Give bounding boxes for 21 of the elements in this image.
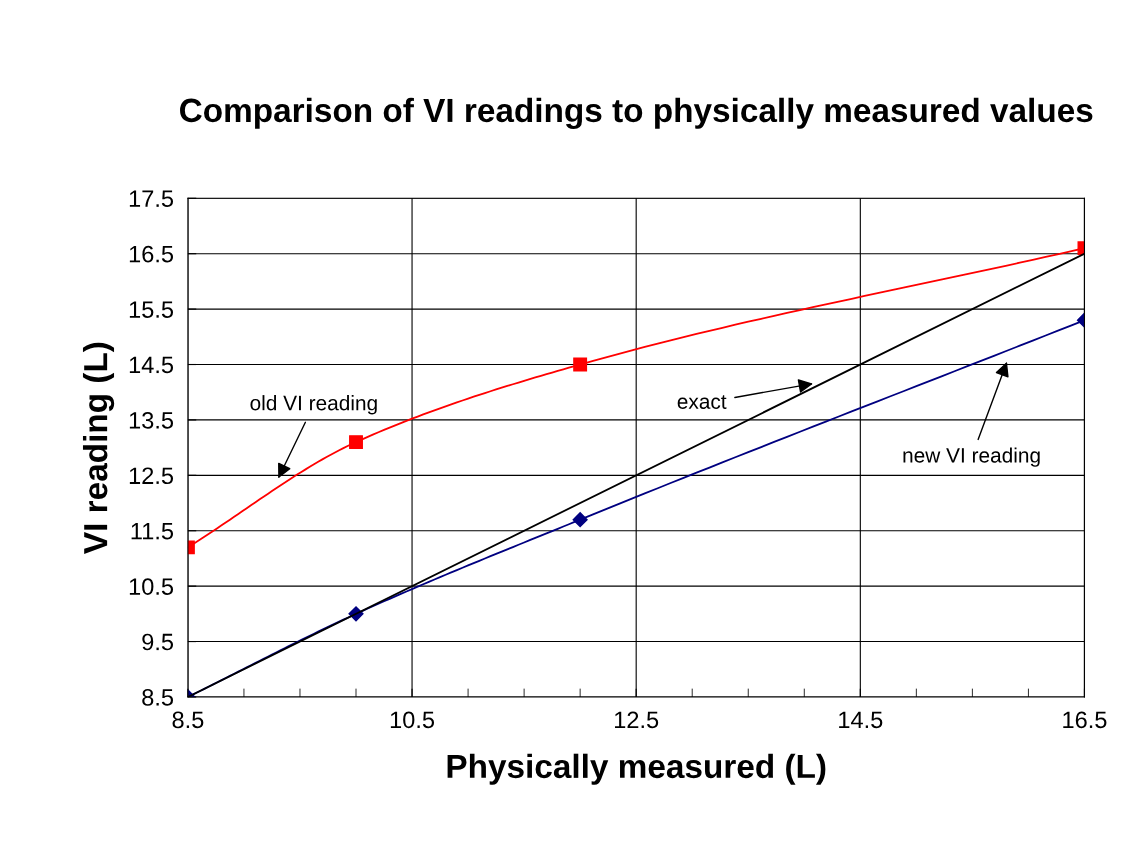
y-tick-label: 8.5 <box>142 689 174 706</box>
x-tick-label: 12.5 <box>615 711 659 729</box>
y-tick-label: 16.5 <box>129 245 174 263</box>
x-tick-label: 10.5 <box>390 711 435 729</box>
x-tick-label: 8.5 <box>172 711 204 729</box>
y-tick-label: 15.5 <box>129 301 174 318</box>
x-axis-title: Physically measured (L) <box>447 753 826 785</box>
y-tick-label: 10.5 <box>129 578 174 595</box>
y-tick-label: 11.5 <box>131 523 174 540</box>
y-tick-label: 9.5 <box>142 633 174 651</box>
x-tick-label: 16.5 <box>1063 711 1107 729</box>
y-tick-label: 12.5 <box>129 467 174 485</box>
legend-label: exact <box>677 395 727 409</box>
text: new VI reading <box>903 447 1040 467</box>
series-label: old VI reading <box>250 395 377 415</box>
y-tick-label: 13.5 <box>129 411 174 429</box>
x-tick-label: 14.5 <box>839 711 883 729</box>
chart-title: Comparison of VI readings to physically measured values <box>180 97 1093 129</box>
y-tick-label: 14.5 <box>129 356 174 374</box>
y-axis-title: VI reading (L) <box>82 342 115 554</box>
y-tick-label: 17.5 <box>129 190 174 208</box>
